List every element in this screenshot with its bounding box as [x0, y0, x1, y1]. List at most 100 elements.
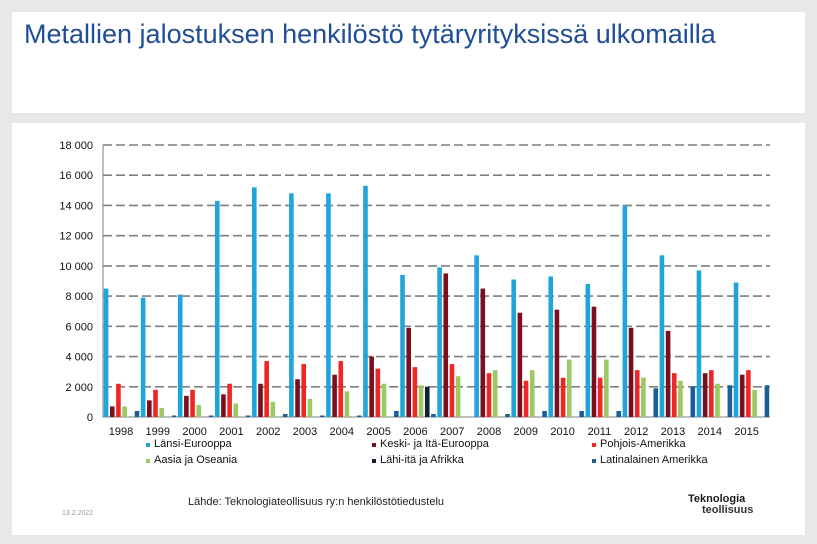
bar — [221, 394, 226, 417]
x-tick-label: 2013 — [661, 426, 685, 438]
legend-label: Länsi-Eurooppa — [154, 438, 233, 450]
bar — [739, 374, 745, 417]
bar — [709, 370, 714, 417]
bar — [443, 273, 449, 417]
bar — [511, 279, 516, 417]
bar — [480, 288, 486, 417]
legend-swatch — [372, 443, 376, 447]
bar — [177, 294, 183, 417]
source-note: Lähde: Teknologiateollisuus ry:n henkilö… — [188, 496, 445, 508]
legend-label: Aasia ja Oseania — [154, 454, 238, 466]
bar — [332, 374, 337, 417]
x-tick-label: 2007 — [440, 426, 464, 438]
bar — [319, 415, 325, 417]
bar — [406, 327, 412, 417]
bar — [270, 401, 276, 417]
bar — [103, 288, 109, 417]
y-tick-label: 10 000 — [59, 261, 93, 273]
bar — [678, 380, 683, 417]
logo-line-2: teollisuus — [702, 504, 754, 516]
date-note: 13.2.2022 — [62, 510, 94, 517]
title-box — [12, 12, 805, 113]
x-tick-label: 2014 — [698, 426, 722, 438]
bar — [548, 276, 554, 417]
bar — [208, 415, 214, 417]
bar — [369, 356, 374, 417]
bar — [554, 309, 560, 417]
bar — [282, 413, 288, 417]
bar — [147, 400, 152, 417]
y-tick-label: 18 000 — [59, 140, 93, 152]
bar — [542, 410, 547, 417]
bar — [486, 373, 492, 417]
bar — [140, 297, 146, 417]
y-tick-label: 0 — [87, 412, 93, 424]
bar — [190, 389, 195, 417]
bar — [184, 395, 189, 417]
bar — [566, 359, 572, 417]
bar — [344, 391, 350, 417]
bar — [560, 377, 566, 417]
bar — [641, 377, 646, 417]
bar — [233, 403, 239, 417]
x-tick-label: 2002 — [256, 426, 280, 438]
x-tick-label: 2001 — [219, 426, 243, 438]
bar — [585, 284, 591, 417]
logo-line-1: Teknologia — [688, 493, 746, 505]
bar — [134, 410, 140, 417]
bar — [622, 205, 628, 417]
bar — [696, 270, 702, 417]
bar — [381, 383, 387, 417]
bar — [196, 404, 202, 417]
bar — [109, 406, 115, 417]
bar — [505, 413, 510, 417]
x-tick-label: 1998 — [109, 426, 133, 438]
bar — [715, 383, 720, 417]
bar — [634, 370, 640, 417]
bar — [529, 370, 535, 417]
y-tick-label: 14 000 — [59, 200, 93, 212]
bar — [437, 267, 442, 417]
y-tick-label: 2 000 — [65, 382, 93, 394]
bar — [258, 383, 263, 417]
legend-swatch — [146, 459, 150, 463]
bar — [394, 410, 399, 417]
x-tick-label: 2005 — [366, 426, 390, 438]
y-tick-label: 4 000 — [65, 352, 93, 364]
bar — [616, 410, 621, 417]
legend-swatch — [146, 443, 150, 447]
x-tick-label: 2004 — [330, 426, 354, 438]
bar — [752, 389, 757, 417]
bar — [159, 407, 164, 417]
legend-label: Pohjois-Amerikka — [600, 438, 686, 450]
bar — [252, 187, 257, 417]
bar — [338, 361, 344, 417]
bar — [690, 386, 696, 417]
y-tick-label: 16 000 — [59, 170, 93, 182]
x-tick-label: 2008 — [477, 426, 501, 438]
legend-label: Latinalainen Amerikka — [600, 454, 709, 466]
teknologiateollisuus-logo: Teknologia teollisuus — [688, 494, 753, 516]
bar — [671, 373, 677, 417]
y-tick-label: 12 000 — [59, 231, 93, 243]
bar — [659, 255, 665, 417]
bar — [517, 312, 523, 417]
legend-label: Keski- ja Itä-Eurooppa — [380, 438, 490, 450]
bar — [326, 193, 331, 417]
bar — [400, 274, 405, 417]
bar — [727, 385, 733, 417]
bar — [214, 200, 220, 417]
bar — [227, 383, 232, 417]
bar — [665, 330, 671, 417]
legend-label: Lähi-itä ja Afrikka — [380, 454, 465, 466]
bar — [733, 282, 739, 417]
bar — [455, 376, 461, 417]
x-tick-label: 2003 — [293, 426, 317, 438]
x-tick-label: 2011 — [588, 426, 612, 438]
legend-swatch — [592, 443, 596, 447]
bar — [412, 367, 418, 417]
bar — [449, 364, 455, 417]
x-tick-label: 2000 — [182, 426, 206, 438]
bar — [264, 361, 269, 417]
